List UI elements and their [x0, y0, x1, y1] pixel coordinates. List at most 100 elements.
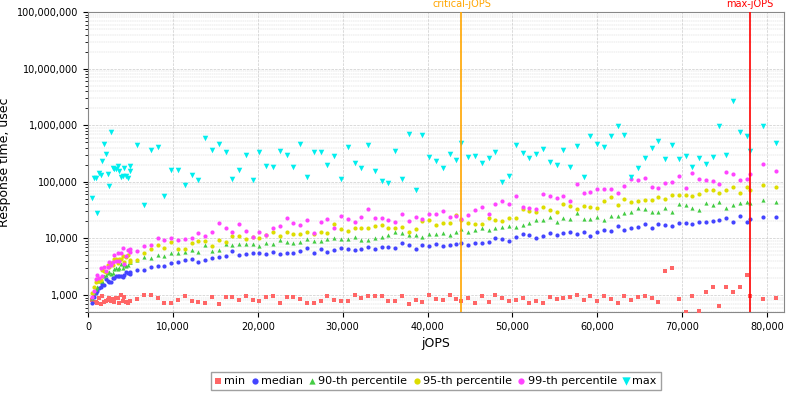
- median: [462, 242, 474, 248]
- max: [679, 153, 692, 159]
- 95-th percentile: [502, 214, 515, 221]
- min: [145, 292, 158, 299]
- 90-th percentile: [158, 253, 170, 259]
- 99-th percentile: [462, 212, 474, 218]
- 90-th percentile: [450, 228, 462, 235]
- median: [693, 219, 706, 225]
- median: [185, 256, 198, 262]
- Legend: min, median, 90-th percentile, 95-th percentile, 99-th percentile, max: min, median, 90-th percentile, 95-th per…: [211, 372, 661, 390]
- max: [226, 176, 238, 183]
- 99-th percentile: [693, 176, 706, 182]
- min: [496, 294, 509, 301]
- median: [469, 240, 482, 246]
- 90-th percentile: [103, 269, 116, 276]
- 90-th percentile: [301, 236, 314, 243]
- 99-th percentile: [389, 218, 402, 225]
- 95-th percentile: [693, 191, 706, 198]
- 99-th percentile: [672, 173, 685, 180]
- max: [618, 132, 631, 138]
- 90-th percentile: [720, 204, 733, 211]
- max: [686, 163, 698, 170]
- max: [530, 151, 542, 158]
- 90-th percentile: [122, 262, 134, 268]
- 95-th percentile: [185, 240, 198, 246]
- 99-th percentile: [740, 176, 753, 182]
- 90-th percentile: [124, 259, 137, 265]
- 90-th percentile: [769, 199, 782, 206]
- 95-th percentile: [396, 224, 409, 230]
- 99-th percentile: [274, 222, 286, 229]
- 95-th percentile: [557, 201, 570, 208]
- 99-th percentile: [90, 276, 102, 283]
- 99-th percentile: [122, 246, 134, 253]
- median: [734, 213, 746, 219]
- 99-th percentile: [198, 233, 211, 239]
- max: [178, 182, 191, 188]
- min: [118, 294, 131, 301]
- 95-th percentile: [564, 203, 577, 209]
- 90-th percentile: [584, 216, 597, 222]
- 90-th percentile: [328, 235, 341, 241]
- median: [584, 232, 597, 239]
- max: [334, 176, 347, 182]
- 95-th percentile: [713, 190, 726, 196]
- max: [666, 142, 678, 148]
- max: [423, 153, 436, 160]
- 99-th percentile: [706, 178, 719, 185]
- min: [423, 292, 436, 298]
- median: [496, 236, 509, 242]
- median: [101, 278, 114, 284]
- 95-th percentile: [543, 207, 556, 213]
- median: [131, 266, 144, 273]
- median: [658, 222, 671, 228]
- 95-th percentile: [145, 246, 158, 252]
- 99-th percentile: [103, 259, 116, 266]
- median: [91, 288, 104, 294]
- 90-th percentile: [113, 264, 126, 271]
- 99-th percentile: [769, 168, 782, 174]
- 95-th percentile: [720, 186, 733, 193]
- 90-th percentile: [307, 238, 320, 244]
- 99-th percentile: [96, 273, 109, 280]
- median: [294, 248, 306, 254]
- 90-th percentile: [672, 201, 685, 207]
- max: [410, 187, 422, 194]
- max: [171, 167, 184, 173]
- max: [436, 164, 449, 171]
- 90-th percentile: [605, 213, 618, 219]
- 90-th percentile: [598, 217, 610, 223]
- 95-th percentile: [591, 204, 604, 211]
- 90-th percentile: [192, 249, 205, 255]
- median: [523, 232, 536, 238]
- 99-th percentile: [328, 225, 341, 231]
- min: [598, 293, 610, 300]
- 90-th percentile: [86, 295, 98, 301]
- 99-th percentile: [280, 215, 293, 221]
- 90-th percentile: [280, 239, 293, 245]
- 99-th percentile: [523, 205, 536, 211]
- median: [328, 247, 341, 254]
- median: [260, 251, 273, 257]
- max: [523, 154, 536, 161]
- 99-th percentile: [192, 230, 205, 236]
- max: [145, 146, 158, 153]
- min: [416, 299, 429, 306]
- median: [219, 253, 232, 260]
- max: [113, 167, 126, 174]
- 95-th percentile: [632, 197, 645, 204]
- max: [86, 195, 98, 201]
- median: [321, 249, 334, 256]
- 95-th percentile: [740, 183, 753, 190]
- 99-th percentile: [699, 176, 712, 183]
- 99-th percentile: [87, 288, 100, 294]
- 95-th percentile: [334, 226, 347, 232]
- max: [611, 122, 624, 129]
- max: [122, 175, 134, 181]
- 90-th percentile: [632, 205, 645, 211]
- 95-th percentile: [679, 192, 692, 198]
- max: [106, 165, 119, 172]
- 99-th percentile: [605, 186, 618, 192]
- min: [402, 300, 415, 307]
- min: [280, 294, 293, 300]
- max: [389, 148, 402, 154]
